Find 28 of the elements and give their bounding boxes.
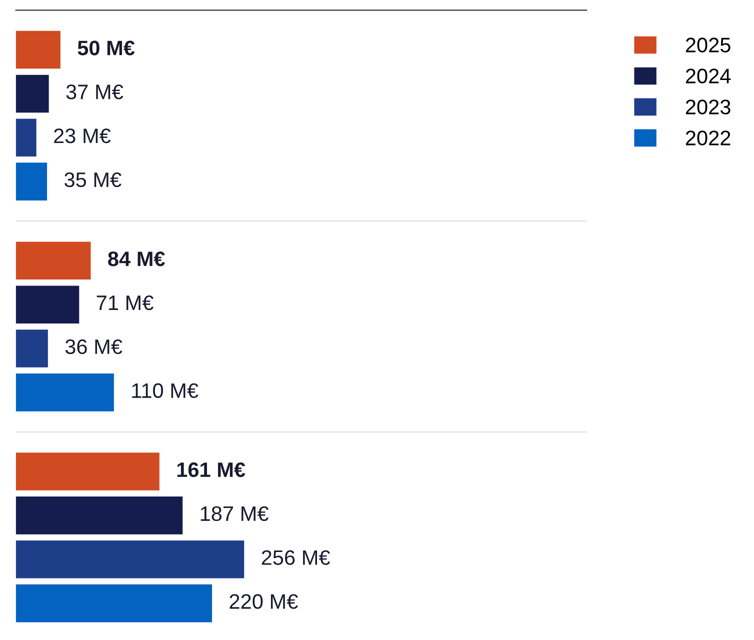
data-label: 161 M€	[177, 462, 246, 478]
bar	[16, 496, 183, 534]
data-label: 71 M€	[96, 295, 154, 310]
legend-label: 2025	[686, 38, 730, 52]
bar	[16, 30, 60, 69]
bar	[16, 330, 48, 368]
data-label: 110 M€	[132, 383, 198, 398]
bar	[16, 540, 244, 578]
legend-label: 2022	[686, 130, 730, 146]
bar	[16, 374, 114, 412]
data-label: 220 M€	[230, 594, 298, 609]
data-label: 84 M€	[108, 251, 165, 266]
legend-label: 2023	[686, 100, 730, 114]
bar	[16, 452, 160, 490]
legend-label: 2024	[686, 68, 731, 84]
data-label: 50 M€	[78, 40, 135, 56]
data-label: 37 M€	[66, 84, 124, 100]
data-label: 187 M€	[200, 506, 268, 522]
bar	[16, 584, 212, 622]
data-label: 36 M€	[65, 339, 122, 354]
bar	[16, 74, 49, 113]
data-label: 23 M€	[54, 128, 111, 144]
bar	[16, 162, 48, 200]
data-label: 256 M€	[262, 550, 330, 565]
bar	[16, 118, 36, 157]
bar	[16, 242, 91, 280]
bar	[16, 286, 80, 324]
data-label: 35 M€	[64, 172, 122, 188]
